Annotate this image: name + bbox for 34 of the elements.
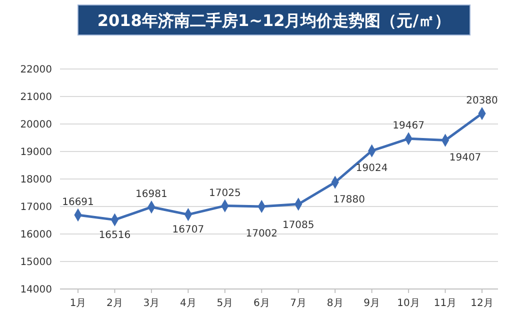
data-label: 16691 [62,196,94,208]
x-tick-label: 12月 [470,298,494,309]
x-tick-label: 7月 [290,298,307,309]
y-tick-label: 15000 [20,257,52,268]
data-label: 17025 [209,188,241,199]
data-label: 16981 [136,189,168,200]
y-tick-label: 19000 [20,147,52,158]
x-tick-label: 3月 [143,298,160,309]
data-label: 16516 [98,230,131,241]
y-tick-label: 18000 [20,174,52,186]
x-tick-label: 11月 [434,298,457,309]
x-tick-label: 4月 [180,298,196,309]
y-tick-label: 14000 [20,284,52,296]
data-label: 17085 [282,220,314,232]
data-label: 19467 [392,120,424,132]
y-tick-label: 21000 [20,92,52,103]
y-tick-label: 22000 [20,64,52,76]
y-tick-label: 16000 [20,230,52,240]
data-label: 19024 [356,162,388,174]
data-label: 19407 [449,152,482,164]
data-label: 17880 [333,194,365,206]
x-tick-label: 6月 [253,298,270,309]
data-label: 16707 [172,224,204,236]
x-tick-label: 8月 [326,298,344,309]
chart-title: 2018年济南二手房1~12月均价走势图（元/㎡） [97,11,451,30]
data-label: 17002 [246,228,278,240]
y-tick-label: 20000 [20,120,52,130]
y-tick-label: 17000 [20,202,52,213]
x-tick-label: 1月 [70,298,86,309]
x-tick-label: 10月 [397,298,420,309]
x-tick-label: 9月 [364,298,380,309]
x-tick-label: 2月 [106,298,123,309]
data-label: 20380 [466,96,498,107]
x-tick-label: 5月 [216,298,234,309]
